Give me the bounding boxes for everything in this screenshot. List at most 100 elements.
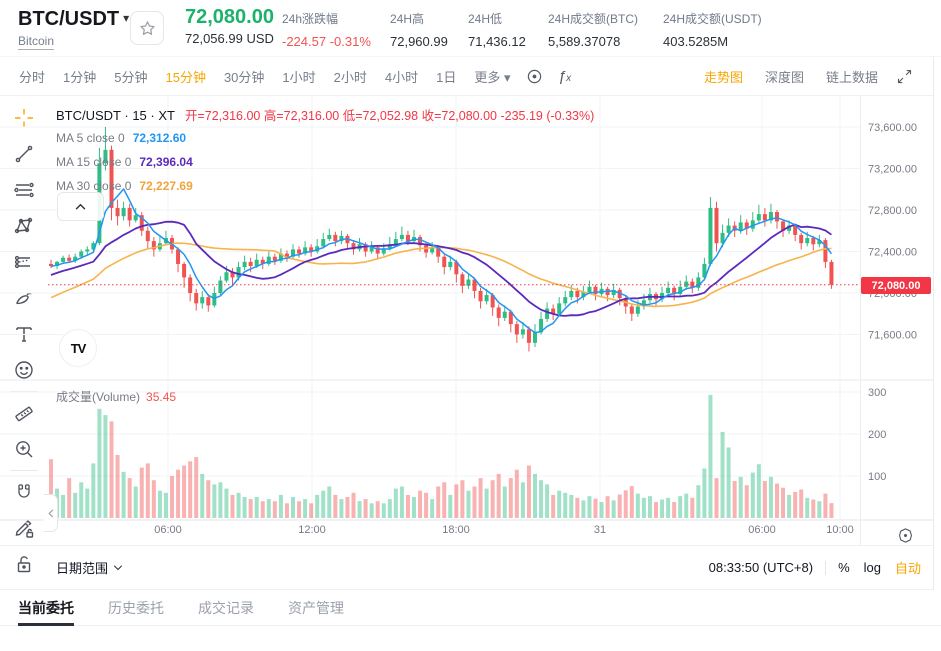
tradingview-watermark[interactable]: TV: [59, 329, 97, 367]
interval-5m[interactable]: 5分钟: [114, 69, 148, 85]
panel-collapse-tab[interactable]: [44, 494, 58, 532]
magnet-icon: [18, 484, 30, 498]
tab-trade-history[interactable]: 成交记录: [198, 599, 254, 616]
footer-divider: [825, 560, 827, 575]
tool-brush[interactable]: [0, 280, 48, 316]
date-range-dropdown[interactable]: 日期范围: [56, 558, 123, 577]
tool-lock-all[interactable]: [0, 546, 48, 582]
chart-legend: BTC/USDT · 15 · XT 开=72,316.00 高=72,316.0…: [56, 105, 594, 124]
chart-toolbar: 分时 1分钟 5分钟 15分钟 30分钟 1小时 2小时 4小时 1日 更多 ▾…: [0, 57, 933, 96]
tool-magnet[interactable]: [0, 474, 48, 510]
stat-label: 24h涨跌幅: [282, 12, 339, 26]
legend-ohlc: 开=72,316.00 高=72,316.00 低=72,052.98 收=72…: [184, 109, 595, 123]
view-tab-trend-chart[interactable]: 走势图: [703, 69, 743, 85]
pattern-icon: [14, 217, 33, 234]
tool-trend-line[interactable]: [0, 136, 48, 172]
interval-time[interactable]: 分时: [19, 69, 46, 85]
tool-zoom-in[interactable]: [0, 431, 48, 467]
view-tab-onchain-data[interactable]: 链上数据: [825, 69, 878, 85]
chevron-up-icon: [75, 203, 86, 210]
log-scale-button[interactable]: log: [863, 560, 881, 575]
stat-label: 24H成交额(BTC): [548, 12, 639, 26]
pair-fullname-link[interactable]: Bitcoin: [18, 34, 55, 50]
ma30-value: 72,227.69: [139, 179, 193, 193]
ma5-value: 72,312.60: [132, 131, 187, 145]
pencil-lock-icon: [15, 520, 34, 538]
pair-selector[interactable]: BTC/USDT ▾: [18, 8, 129, 31]
interval-15m[interactable]: 15分钟: [165, 69, 206, 85]
interval-1m[interactable]: 1分钟: [63, 69, 97, 85]
legend-collapse-button[interactable]: [57, 192, 104, 221]
indicators-button[interactable]: ƒx: [550, 64, 580, 88]
axis-settings-button[interactable]: [894, 525, 916, 545]
svg-text:200: 200: [868, 429, 886, 441]
last-price-usd: 72,056.99 USD: [185, 31, 274, 46]
orders-tabs: 当前委托 历史委托 成交记录 资产管理: [0, 590, 941, 626]
drawing-toolbar: [0, 100, 48, 582]
tool-measure[interactable]: [0, 395, 48, 431]
auto-scale-button[interactable]: 自动: [894, 561, 921, 576]
stat-change-24h: 24h涨跌幅 -224.57 -0.31%: [282, 10, 371, 49]
star-icon: [139, 20, 155, 35]
view-tab-depth-chart[interactable]: 深度图: [764, 69, 804, 85]
smiley-icon: [15, 361, 33, 379]
svg-text:72,400.00: 72,400.00: [868, 247, 917, 259]
tab-open-orders[interactable]: 当前委托: [18, 590, 74, 626]
tab-order-history[interactable]: 历史委托: [108, 599, 164, 616]
tool-forecast[interactable]: [0, 244, 48, 280]
tool-crosshair[interactable]: [0, 100, 48, 136]
volume-label: 成交量(Volume): [56, 390, 141, 404]
volume-value: 35.45: [146, 390, 177, 404]
interval-2h[interactable]: 2小时: [333, 69, 367, 85]
stat-label: 24H高: [390, 12, 425, 26]
toolbar-divider: [10, 470, 38, 471]
ma30-label: MA 30 close 0: [56, 179, 132, 193]
chevron-left-icon: [47, 508, 53, 518]
stat-label: 24H成交额(USDT): [663, 12, 762, 26]
favorite-button[interactable]: [130, 11, 164, 45]
interval-1d[interactable]: 1日: [436, 69, 457, 85]
price-axis-border: [860, 96, 861, 545]
tool-lock-drawings[interactable]: [0, 510, 48, 546]
last-price: 72,080.00: [185, 6, 274, 28]
stat-high-24h: 24H高 72,960.99: [390, 10, 448, 49]
stat-label: 24H低: [468, 12, 503, 26]
stat-value: 71,436.12: [468, 34, 526, 49]
chart-clock[interactable]: 08:33:50 (UTC+8): [708, 560, 814, 575]
candlestick-chart[interactable]: 73,600.00 73,200.00 72,800.00 72,400.00 72,0…: [0, 96, 941, 545]
stat-volume-usdt-24h: 24H成交额(USDT) 403.5285M: [663, 10, 762, 49]
ma5-label: MA 5 close 0: [56, 131, 125, 145]
ruler-icon: [15, 406, 33, 422]
interval-4h[interactable]: 4小时: [384, 69, 419, 85]
stat-low-24h: 24H低 71,436.12: [468, 10, 526, 49]
fullscreen-button[interactable]: [889, 64, 919, 88]
tool-fib-lines[interactable]: [0, 172, 48, 208]
tv-logo-icon: TV: [70, 340, 87, 356]
svg-text:10:00: 10:00: [826, 524, 854, 536]
interval-1h[interactable]: 1小时: [282, 69, 316, 85]
stat-volume-btc-24h: 24H成交额(BTC) 5,589.37078: [548, 10, 638, 49]
ma15-value: 72,396.04: [139, 155, 193, 169]
tool-text[interactable]: [0, 316, 48, 352]
text-icon: [16, 327, 32, 342]
svg-text:73,200.00: 73,200.00: [868, 164, 917, 176]
svg-text:12:00: 12:00: [298, 524, 326, 536]
chart-right-border: [933, 57, 934, 590]
svg-text:31: 31: [594, 524, 606, 536]
chevron-down-icon: ▾: [123, 11, 130, 25]
header: BTC/USDT ▾ Bitcoin 72,080.00 72,056.99 US…: [0, 0, 941, 57]
volume-legend: 成交量(Volume) 35.45: [56, 388, 176, 405]
tab-assets[interactable]: 资产管理: [288, 599, 344, 616]
chart-settings-button[interactable]: [520, 64, 550, 88]
tool-xabcd-pattern[interactable]: [0, 208, 48, 244]
crosshair-icon: [15, 109, 33, 127]
interval-more-dropdown[interactable]: 更多 ▾: [474, 69, 511, 85]
svg-text:73,600.00: 73,600.00: [868, 122, 917, 134]
tool-emoji[interactable]: [0, 352, 48, 388]
stat-value: 403.5285M: [663, 34, 729, 49]
unlock-icon: [17, 556, 31, 573]
chevron-down-icon: [113, 564, 123, 570]
interval-30m[interactable]: 30分钟: [223, 69, 265, 85]
percent-scale-button[interactable]: %: [838, 560, 850, 575]
svg-text:300: 300: [868, 387, 886, 399]
